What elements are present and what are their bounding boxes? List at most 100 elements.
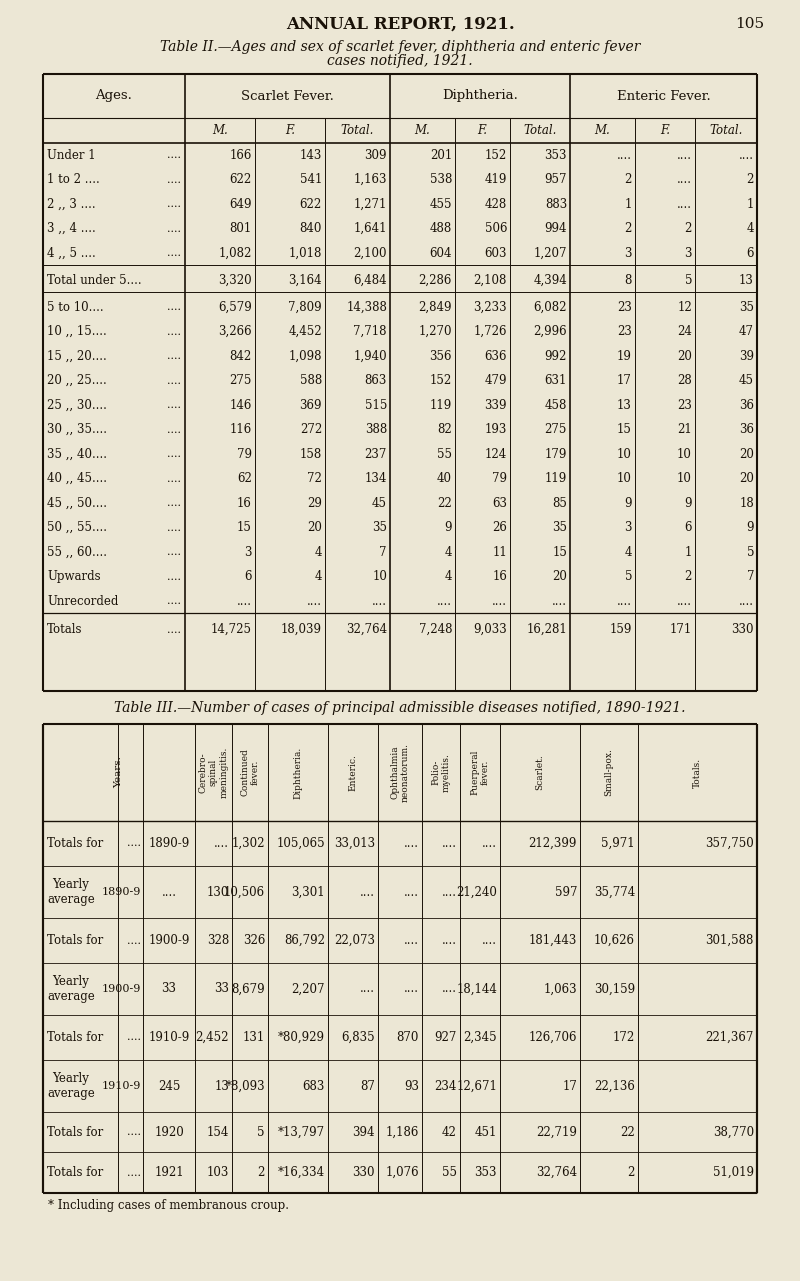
Text: 143: 143: [300, 149, 322, 161]
Text: F.: F.: [660, 124, 670, 137]
Text: ....: ....: [167, 375, 181, 386]
Text: 28: 28: [678, 374, 692, 387]
Text: 4: 4: [445, 546, 452, 559]
Text: 21,240: 21,240: [456, 885, 497, 898]
Text: 1,163: 1,163: [354, 173, 387, 186]
Text: ....: ....: [677, 173, 692, 186]
Text: 4,452: 4,452: [288, 325, 322, 338]
Text: Enteric Fever.: Enteric Fever.: [617, 90, 710, 102]
Text: 10,506: 10,506: [224, 885, 265, 898]
Text: ....: ....: [167, 150, 181, 160]
Text: 5 to 10....: 5 to 10....: [47, 301, 104, 314]
Text: 22: 22: [438, 497, 452, 510]
Text: 3,233: 3,233: [474, 301, 507, 314]
Text: 4: 4: [445, 570, 452, 583]
Text: 1: 1: [685, 546, 692, 559]
Text: 32,764: 32,764: [536, 1166, 577, 1179]
Text: M.: M.: [414, 124, 430, 137]
Text: 2,996: 2,996: [534, 325, 567, 338]
Text: 16,281: 16,281: [526, 624, 567, 637]
Text: 103: 103: [206, 1166, 229, 1179]
Text: 328: 328: [206, 934, 229, 947]
Text: 301,588: 301,588: [706, 934, 754, 947]
Text: ....: ....: [167, 523, 181, 533]
Text: ....: ....: [404, 983, 419, 995]
Text: 649: 649: [230, 197, 252, 211]
Text: 134: 134: [365, 473, 387, 485]
Text: 193: 193: [485, 423, 507, 437]
Text: 1,302: 1,302: [231, 836, 265, 851]
Text: 2: 2: [746, 173, 754, 186]
Text: 7: 7: [379, 546, 387, 559]
Text: ....: ....: [677, 149, 692, 161]
Text: 181,443: 181,443: [529, 934, 577, 947]
Text: 6: 6: [685, 521, 692, 534]
Text: ....: ....: [167, 302, 181, 313]
Text: ....: ....: [167, 249, 181, 259]
Text: *80,929: *80,929: [278, 1031, 325, 1044]
Text: 801: 801: [230, 222, 252, 236]
Text: ....: ....: [167, 474, 181, 484]
Text: 683: 683: [302, 1080, 325, 1093]
Text: ....: ....: [127, 839, 141, 848]
Text: 20: 20: [307, 521, 322, 534]
Text: 35,774: 35,774: [594, 885, 635, 898]
Text: ....: ....: [162, 885, 177, 898]
Text: Puerperal
fever.: Puerperal fever.: [470, 749, 490, 796]
Text: 5: 5: [746, 546, 754, 559]
Text: 388: 388: [365, 423, 387, 437]
Text: 130: 130: [206, 885, 229, 898]
Text: 1,207: 1,207: [534, 247, 567, 260]
Text: 13: 13: [617, 398, 632, 411]
Text: 36: 36: [739, 423, 754, 437]
Text: 12,671: 12,671: [456, 1080, 497, 1093]
Text: ....: ....: [214, 836, 229, 851]
Text: ....: ....: [167, 224, 181, 233]
Text: 2: 2: [628, 1166, 635, 1179]
Text: ....: ....: [127, 1127, 141, 1138]
Text: 9: 9: [445, 521, 452, 534]
Text: 33: 33: [162, 983, 177, 995]
Text: 603: 603: [485, 247, 507, 260]
Text: 172: 172: [613, 1031, 635, 1044]
Text: ....: ....: [482, 836, 497, 851]
Text: 1,271: 1,271: [354, 197, 387, 211]
Text: 4: 4: [625, 546, 632, 559]
Text: ....: ....: [442, 934, 457, 947]
Text: ....: ....: [127, 1167, 141, 1177]
Text: Ages.: Ages.: [95, 90, 133, 102]
Text: 3,164: 3,164: [288, 274, 322, 287]
Text: Upwards: Upwards: [47, 570, 101, 583]
Text: 1,063: 1,063: [543, 983, 577, 995]
Text: 10: 10: [372, 570, 387, 583]
Text: Table II.—Ages and sex of scarlet fever, diphtheria and enteric fever: Table II.—Ages and sex of scarlet fever,…: [160, 40, 640, 54]
Text: 6,835: 6,835: [342, 1031, 375, 1044]
Text: 994: 994: [545, 222, 567, 236]
Text: 82: 82: [438, 423, 452, 437]
Text: ....: ....: [617, 149, 632, 161]
Text: ....: ....: [492, 594, 507, 607]
Text: 18,144: 18,144: [456, 983, 497, 995]
Text: 23: 23: [677, 398, 692, 411]
Text: 604: 604: [430, 247, 452, 260]
Text: 7,718: 7,718: [354, 325, 387, 338]
Text: Total.: Total.: [523, 124, 557, 137]
Text: 93: 93: [404, 1080, 419, 1093]
Text: Totals for: Totals for: [47, 1126, 103, 1139]
Text: 55: 55: [442, 1166, 457, 1179]
Text: 2: 2: [625, 222, 632, 236]
Text: 35 ,, 40....: 35 ,, 40....: [47, 448, 107, 461]
Text: 116: 116: [230, 423, 252, 437]
Text: 6: 6: [746, 247, 754, 260]
Text: 86,792: 86,792: [284, 934, 325, 947]
Text: 38,770: 38,770: [713, 1126, 754, 1139]
Text: ....: ....: [167, 400, 181, 410]
Text: 842: 842: [230, 350, 252, 363]
Text: 63: 63: [492, 497, 507, 510]
Text: 597: 597: [554, 885, 577, 898]
Text: 51,019: 51,019: [713, 1166, 754, 1179]
Text: ....: ....: [167, 200, 181, 209]
Text: 3 ,, 4 ....: 3 ,, 4 ....: [47, 222, 96, 236]
Text: 33: 33: [214, 983, 229, 995]
Text: ....: ....: [360, 885, 375, 898]
